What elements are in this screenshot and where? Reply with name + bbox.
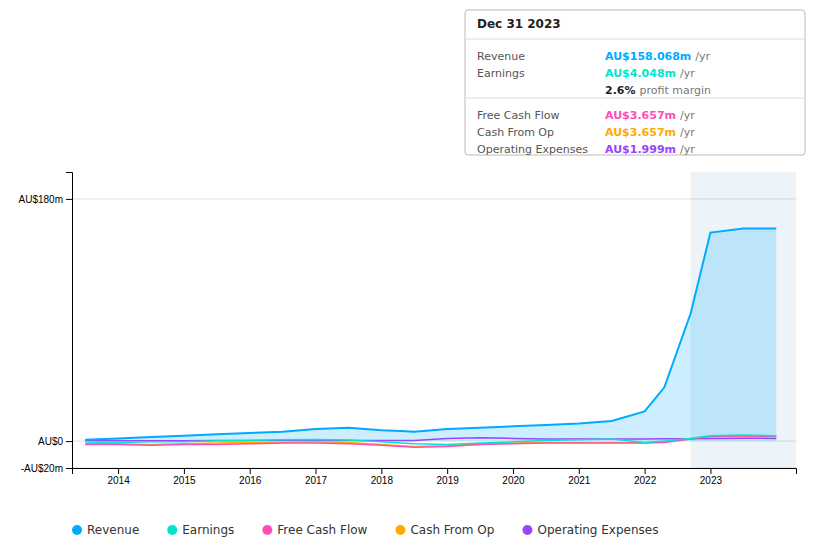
y-tick-label: -AU$20m	[21, 463, 63, 474]
info-box-frame	[465, 10, 805, 155]
info-box-separator	[465, 39, 805, 40]
legend-item: Free Cash Flow	[262, 523, 367, 537]
x-tick: 2023	[700, 468, 723, 486]
x-axis-line	[73, 469, 797, 475]
info-box-label: Free Cash Flow	[477, 109, 560, 122]
x-tick-mark	[579, 468, 580, 474]
grid-line	[72, 198, 796, 199]
x-tick-mark	[250, 468, 251, 474]
x-tick: 2017	[305, 468, 328, 486]
x-tick-mark	[118, 468, 119, 474]
info-box-suffix: /yr	[695, 50, 710, 63]
x-tick-mark	[447, 468, 448, 474]
y-tick-mark	[66, 468, 72, 469]
x-tick: 2021	[568, 468, 591, 486]
x-tick-label: 2014	[107, 475, 130, 486]
y-tick-mark	[66, 199, 72, 200]
x-tick-label: 2019	[437, 475, 460, 486]
line	[85, 229, 776, 440]
legend-marker	[395, 525, 405, 535]
legend-marker	[522, 525, 532, 535]
x-tick-label: 2022	[634, 475, 657, 486]
legend-label: Cash From Op	[410, 523, 494, 537]
y-tick-mark	[66, 441, 72, 442]
info-box-suffix: /yr	[680, 67, 695, 80]
x-tick-mark	[513, 468, 514, 474]
y-tick-label: AU$0	[38, 436, 63, 447]
legend-label: Revenue	[87, 523, 139, 537]
plot-area	[85, 172, 796, 468]
info-box-label: Operating Expenses	[477, 143, 588, 156]
info-box-value: AU$158.068m	[605, 50, 691, 63]
info-box: Dec 31 2023 Revenue AU$158.068m/yr Earnings…	[465, 10, 805, 156]
x-tick-mark	[316, 468, 317, 474]
legend: Revenue Earnings Free Cash Flow Cash From O…	[72, 523, 658, 537]
x-tick: 2014	[107, 468, 130, 486]
x-tick-label: 2017	[305, 475, 328, 486]
legend-marker	[262, 525, 272, 535]
x-tick-label: 2023	[700, 475, 723, 486]
area	[85, 229, 776, 442]
info-box-suffix: /yr	[680, 126, 695, 139]
y-axis-line	[66, 173, 73, 469]
info-box-label: Revenue	[477, 50, 525, 63]
legend-marker	[167, 525, 177, 535]
y-tick-label: AU$180m	[19, 194, 63, 205]
legend-label: Operating Expenses	[537, 523, 658, 537]
y-tick: -AU$20m	[21, 463, 72, 474]
x-tick-label: 2015	[173, 475, 196, 486]
legend-item: Earnings	[167, 523, 234, 537]
info-box-label: Earnings	[477, 67, 525, 80]
y-tick: AU$180m	[19, 194, 72, 205]
x-tick: 2018	[371, 468, 394, 486]
info-box-separator	[465, 98, 805, 99]
legend-item: Cash From Op	[395, 523, 494, 537]
x-tick: 2020	[502, 468, 525, 486]
info-box-title: Dec 31 2023	[477, 17, 561, 31]
info-box-value: AU$1.999m	[605, 143, 676, 156]
x-axis: 2014 2015 2016 2017 2018 2019 2020 2021 2022 2023	[73, 468, 797, 486]
grid	[72, 199, 796, 468]
legend-item: Operating Expenses	[522, 523, 658, 537]
x-tick-mark	[645, 468, 646, 474]
x-tick: 2022	[634, 468, 657, 486]
x-tick-mark	[381, 468, 382, 474]
info-box-suffix: /yr	[680, 143, 695, 156]
x-tick-label: 2016	[239, 475, 262, 486]
y-axis: -AU$20m AU$0 AU$180m	[19, 173, 73, 474]
legend-label: Free Cash Flow	[277, 523, 367, 537]
info-box-label: Cash From Op	[477, 126, 554, 139]
x-tick-mark	[184, 468, 185, 474]
info-box-value: AU$3.657m	[605, 126, 676, 139]
info-box-suffix: profit margin	[640, 84, 712, 97]
y-tick: AU$0	[38, 436, 72, 447]
info-box-suffix: /yr	[680, 109, 695, 122]
legend-item: Revenue	[72, 523, 139, 537]
info-box-value: AU$3.657m	[605, 109, 676, 122]
x-tick-label: 2020	[502, 475, 525, 486]
legend-marker	[72, 525, 82, 535]
line	[85, 436, 776, 447]
chart: 2014 2015 2016 2017 2018 2019 2020 2021 2022 2023…	[0, 0, 821, 560]
x-tick-label: 2021	[568, 475, 591, 486]
info-box-value: 2.6%	[605, 84, 636, 97]
x-tick-label: 2018	[371, 475, 394, 486]
x-tick-mark	[710, 468, 711, 474]
info-box-value: AU$4.048m	[605, 67, 676, 80]
legend-label: Earnings	[182, 523, 234, 537]
x-tick: 2015	[173, 468, 196, 486]
x-tick: 2016	[239, 468, 262, 486]
x-tick: 2019	[437, 468, 460, 486]
